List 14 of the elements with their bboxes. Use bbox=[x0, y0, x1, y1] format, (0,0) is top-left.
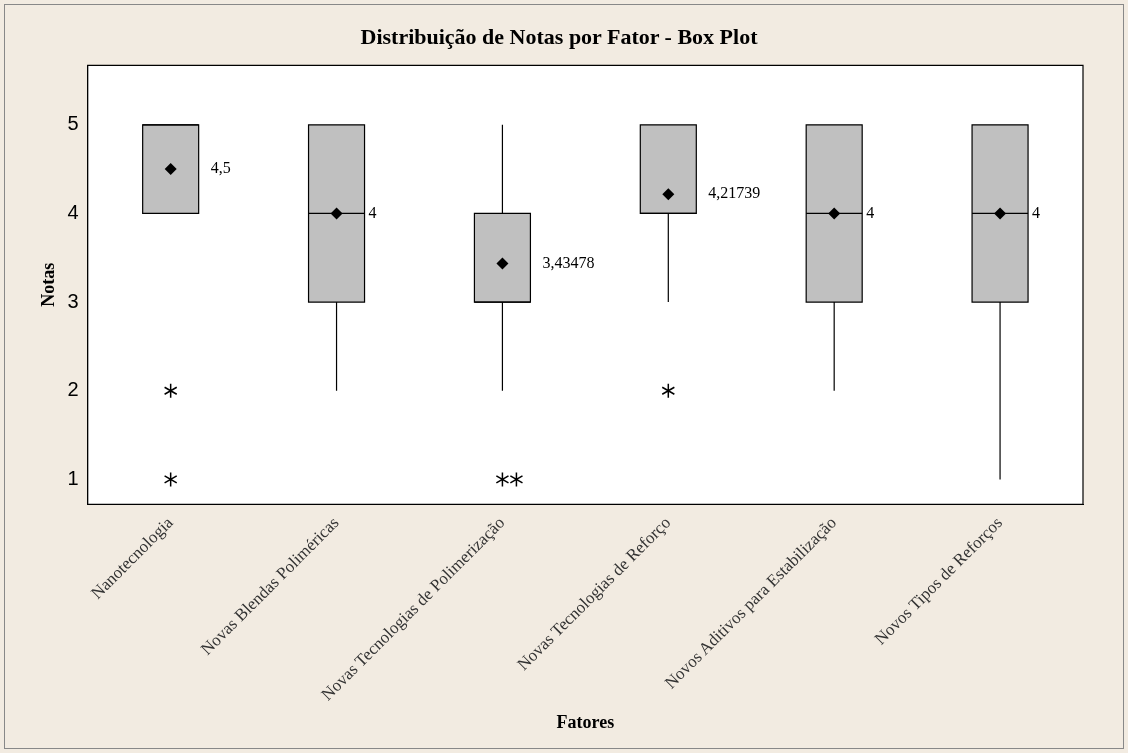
x-axis-title: Fatores bbox=[556, 711, 615, 732]
y-tick-label: 3 bbox=[67, 289, 79, 312]
annotation: 4,21739 bbox=[708, 184, 761, 202]
y-tick-label: 4 bbox=[67, 200, 79, 223]
chart-title: Distribuição de Notas por Fator - Box Plot bbox=[360, 23, 759, 49]
annotation: 3,43478 bbox=[542, 253, 595, 271]
y-axis-title: Notas bbox=[38, 262, 59, 307]
y-tick-label: 2 bbox=[67, 378, 79, 401]
annotation: 4 bbox=[368, 203, 377, 221]
y-tick-label: 5 bbox=[67, 112, 79, 135]
annotation: 4 bbox=[1032, 203, 1041, 221]
annotation: 4,5 bbox=[210, 159, 231, 177]
annotation: 4 bbox=[866, 203, 875, 221]
y-tick-label: 1 bbox=[67, 466, 79, 489]
